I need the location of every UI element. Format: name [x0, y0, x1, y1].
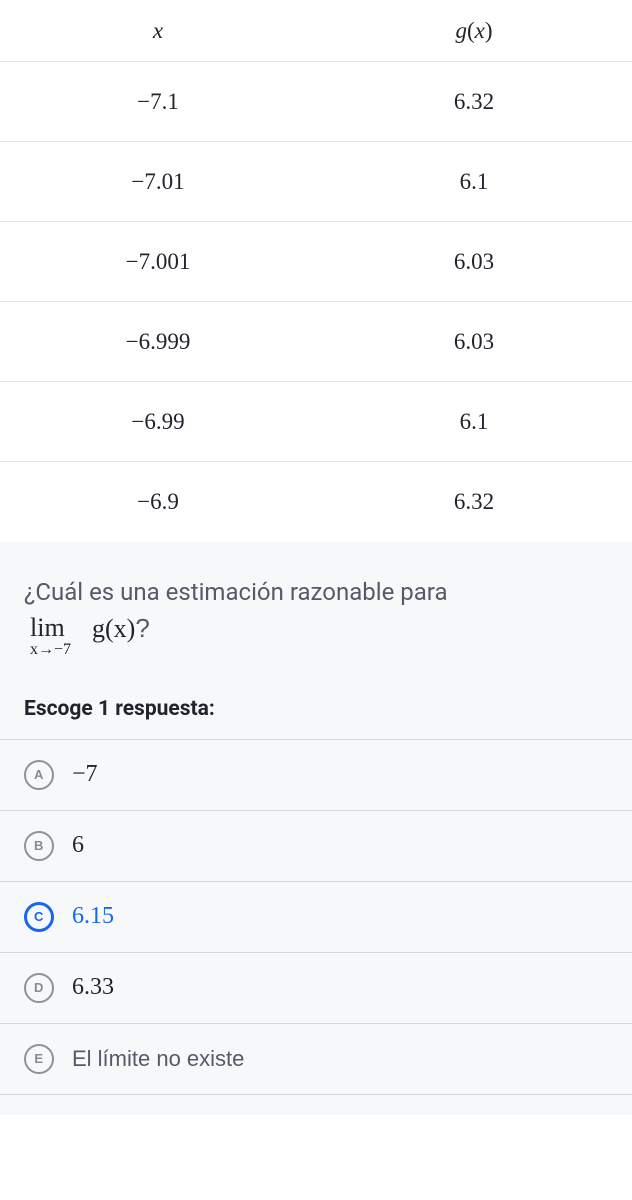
radio-c[interactable]: C — [24, 902, 54, 932]
cell-gx: 6.1 — [316, 409, 632, 435]
choice-e[interactable]: E El límite no existe — [0, 1023, 632, 1095]
cell-gx: 6.03 — [316, 329, 632, 355]
table-row: −6.9 6.32 — [0, 462, 632, 542]
choice-c-label: 6.15 — [72, 903, 114, 930]
table-row: −7.1 6.32 — [0, 62, 632, 142]
radio-e[interactable]: E — [24, 1044, 54, 1074]
cell-x: −6.99 — [0, 409, 316, 435]
cell-x: −7.01 — [0, 169, 316, 195]
table-row: −6.999 6.03 — [0, 302, 632, 382]
choice-d[interactable]: D 6.33 — [0, 952, 632, 1023]
header-gx: g(x) — [316, 18, 632, 44]
table-row: −7.01 6.1 — [0, 142, 632, 222]
radio-b[interactable]: B — [24, 831, 54, 861]
limit-expression: lim x→−7 g(x)? — [24, 614, 71, 658]
cell-gx: 6.1 — [316, 169, 632, 195]
choice-c[interactable]: C 6.15 — [0, 881, 632, 952]
table-row: −7.001 6.03 — [0, 222, 632, 302]
data-table: x g(x) −7.1 6.32 −7.01 6.1 −7.001 6.03 −… — [0, 0, 632, 542]
choice-a[interactable]: A −7 — [0, 739, 632, 810]
cell-x: −7.001 — [0, 249, 316, 275]
radio-d[interactable]: D — [24, 973, 54, 1003]
choice-a-label: −7 — [72, 761, 98, 788]
question-prompt: ¿Cuál es una estimación razonable para — [24, 576, 608, 608]
question-block: ¿Cuál es una estimación razonable para l… — [0, 542, 632, 1115]
table-row: −6.99 6.1 — [0, 382, 632, 462]
cell-x: −6.999 — [0, 329, 316, 355]
cell-gx: 6.32 — [316, 89, 632, 115]
table-header-row: x g(x) — [0, 0, 632, 62]
choice-d-label: 6.33 — [72, 974, 114, 1001]
cell-gx: 6.32 — [316, 489, 632, 515]
cell-x: −7.1 — [0, 89, 316, 115]
radio-a[interactable]: A — [24, 760, 54, 790]
cell-gx: 6.03 — [316, 249, 632, 275]
choice-list: A −7 B 6 C 6.15 D 6.33 E El límite no ex… — [0, 739, 632, 1095]
choice-e-label: El límite no existe — [72, 1046, 244, 1072]
cell-x: −6.9 — [0, 489, 316, 515]
choice-b[interactable]: B 6 — [0, 810, 632, 881]
header-x: x — [0, 18, 316, 44]
instruction-text: Escoge 1 respuesta: — [24, 697, 608, 721]
choice-b-label: 6 — [72, 832, 84, 859]
